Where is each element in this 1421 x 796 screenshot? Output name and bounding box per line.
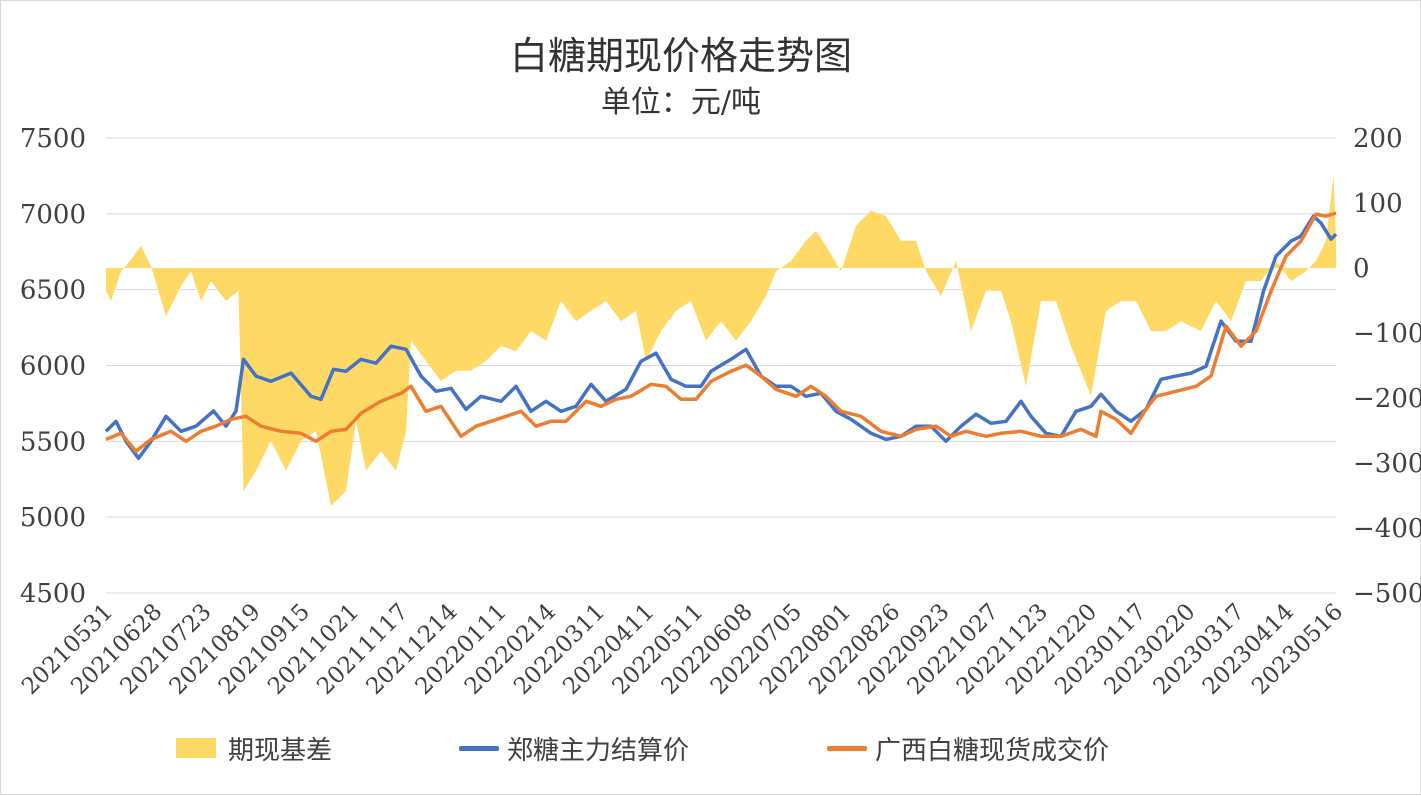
legend-label-basis: 期现基差 [228, 735, 333, 766]
y-left-tick-label: 5500 [20, 427, 86, 457]
y-right-tick-label: 0 [1353, 254, 1370, 284]
legend-label-zhengtang: 郑糖主力结算价 [507, 735, 690, 766]
y-left-tick-label: 7500 [20, 124, 86, 154]
zhengtang-price-line [104, 214, 1338, 461]
y-left-tick-label: 7000 [20, 200, 86, 230]
y-right-tick-label: −400 [1353, 514, 1421, 544]
y-right-tick-label: −200 [1353, 384, 1421, 414]
legend-swatch-guangxi [827, 745, 867, 751]
legend-item-basis: 期现基差 [176, 731, 333, 766]
legend-item-guangxi: 广西白糖现货成交价 [827, 731, 1110, 766]
legend-item-zhengtang: 郑糖主力结算价 [459, 731, 690, 766]
y-right-tick-label: −300 [1353, 449, 1421, 479]
y-left-tick-label: 6500 [20, 276, 86, 306]
y-right-tick-label: 200 [1353, 124, 1403, 154]
chart-title: 白糖期现价格走势图 [509, 34, 852, 78]
chart-subtitle: 单位：元/吨 [600, 85, 762, 120]
basis-area [106, 175, 1336, 506]
y-right-tick-label: −100 [1353, 319, 1421, 349]
guangxi-spot-price-line [105, 211, 1337, 454]
y-left-tick-label: 6000 [20, 352, 86, 382]
legend-swatch-zhengtang [459, 745, 499, 751]
legend-swatch-basis [176, 738, 216, 758]
y-right-tick-label: 100 [1353, 189, 1403, 219]
legend-label-guangxi: 广西白糖现货成交价 [875, 735, 1110, 766]
y-left-tick-label: 4500 [20, 579, 86, 609]
y-left-tick-label: 5000 [20, 503, 86, 533]
y-right-tick-label: −500 [1353, 579, 1421, 609]
